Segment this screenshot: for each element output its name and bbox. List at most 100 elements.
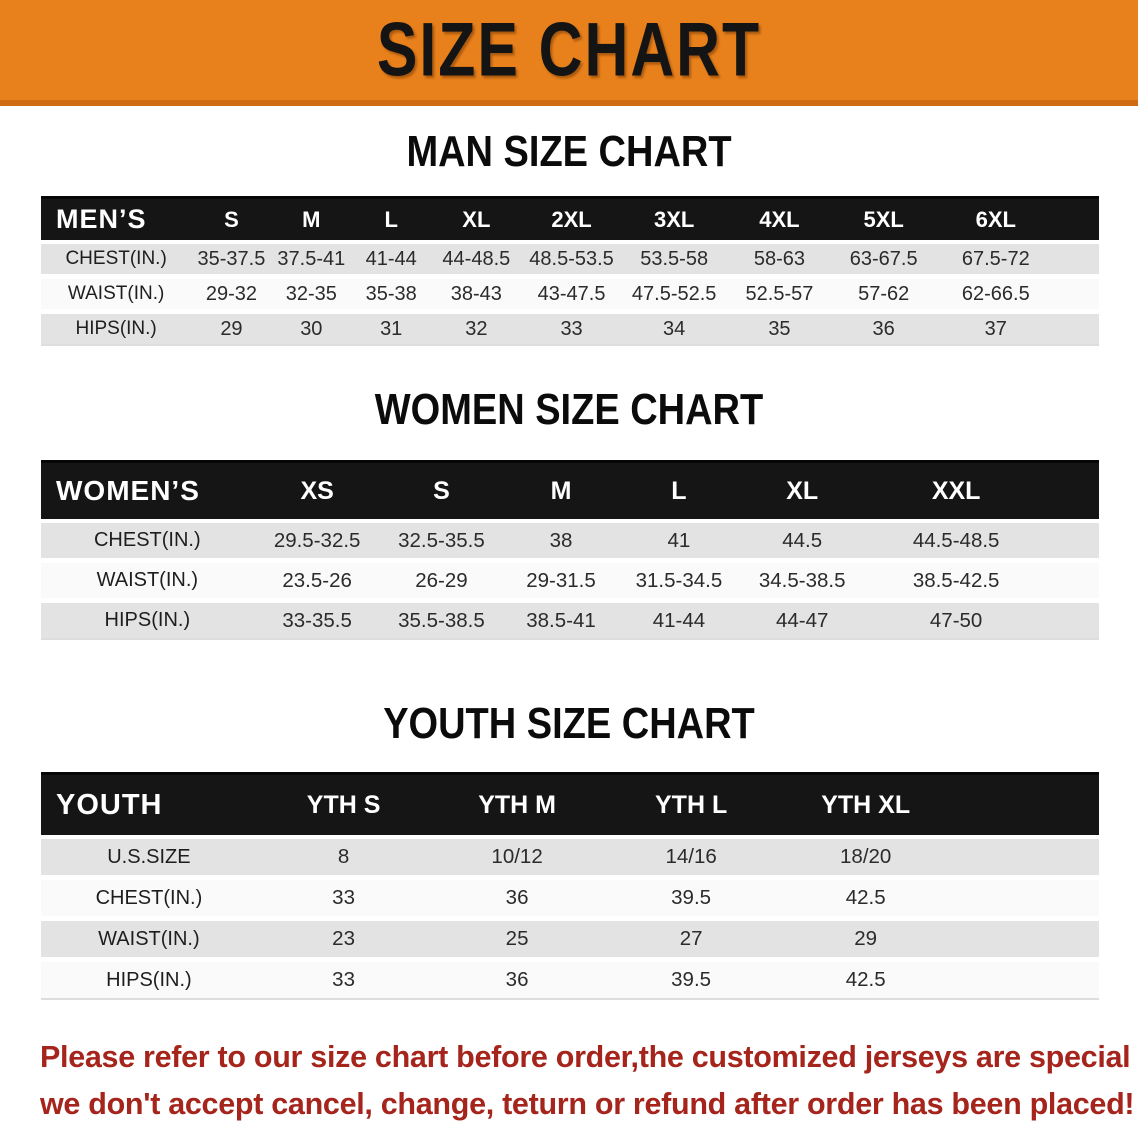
measurement-value: 48.5-53.5	[521, 244, 622, 279]
measurement-value: 39.5	[603, 962, 779, 1000]
measurement-value: 41-44	[619, 603, 739, 640]
measurement-value: 42.5	[778, 880, 953, 921]
measurement-value: 34.5-38.5	[738, 563, 867, 603]
size-header-cell: 2XL	[521, 196, 622, 244]
measurement-label: U.S.SIZE	[41, 839, 257, 880]
row-filler-cell	[1046, 563, 1099, 603]
measurement-value: 38.5-42.5	[866, 563, 1047, 603]
measurement-row: WAIST(IN.) 23.5-26 26-29 29-31.5 31.5-34.5 34…	[41, 563, 1099, 603]
measurement-value: 32.5-35.5	[380, 523, 503, 563]
measurement-row: HIPS(IN.) 33-35.5 35.5-38.5 38.5-41 41-44 44-…	[41, 603, 1099, 640]
size-header-cell: YTH XL	[778, 772, 953, 839]
size-header-cell: XL	[738, 460, 867, 523]
measurement-value: 27	[603, 921, 779, 962]
size-header-row: WOMEN’S XS S M L XL XXL	[41, 460, 1099, 523]
size-header-cell: YTH L	[603, 772, 779, 839]
measurement-value: 53.5-58	[621, 244, 727, 279]
measurement-label: HIPS(IN.)	[41, 603, 254, 640]
table-title-cell: WOMEN’S	[41, 460, 254, 523]
table-title-cell: YOUTH	[41, 772, 257, 839]
size-header-cell: 6XL	[934, 196, 1057, 244]
size-header-cell: 3XL	[621, 196, 727, 244]
measurement-row: WAIST(IN.) 23 25 27 29	[41, 921, 1099, 962]
size-header-row: YOUTH YTH S YTH M YTH L YTH XL	[41, 772, 1099, 839]
size-header-cell: S	[191, 196, 272, 244]
measurement-value: 39.5	[603, 880, 779, 921]
measurement-value: 58-63	[726, 244, 833, 279]
row-filler-cell	[952, 921, 1099, 962]
measurement-value: 42.5	[778, 962, 953, 1000]
measurement-value: 44.5-48.5	[866, 523, 1047, 563]
measurement-label: WAIST(IN.)	[41, 563, 254, 603]
disclaimer-line-1: Please refer to our size chart before or…	[40, 1040, 1138, 1074]
measurement-value: 67.5-72	[934, 244, 1057, 279]
measurement-value: 57-62	[832, 279, 935, 314]
measurement-value: 35-37.5	[191, 244, 272, 279]
measurement-value: 44-47	[738, 603, 867, 640]
size-header-cell: M	[502, 460, 620, 523]
measurement-value: 18/20	[778, 839, 953, 880]
measurement-value: 47-50	[866, 603, 1047, 640]
measurement-value: 52.5-57	[726, 279, 833, 314]
disclaimer-note: Please refer to our size chart before or…	[40, 1034, 1138, 1128]
measurement-value: 41	[619, 523, 739, 563]
size-header-cell: XL	[431, 196, 522, 244]
measurement-value: 25	[430, 921, 604, 962]
measurement-value: 31.5-34.5	[619, 563, 739, 603]
size-header-row: MEN’S S M L XL 2XL 3XL 4XL 5XL 6XL	[41, 196, 1099, 244]
measurement-value: 35	[726, 314, 833, 346]
size-header-cell: YTH S	[256, 772, 431, 839]
mens-size-table: MEN’S S M L XL 2XL 3XL 4XL 5XL 6XL CHEST(IN.) 35-37…	[41, 196, 1099, 346]
measurement-value: 33	[256, 962, 431, 1000]
row-filler-cell	[1046, 603, 1099, 640]
measurement-value: 29-32	[191, 279, 272, 314]
measurement-row: CHEST(IN.) 35-37.5 37.5-41 41-44 44-48.5 48.5…	[41, 244, 1099, 279]
row-filler-cell	[952, 962, 1099, 1000]
measurement-row: HIPS(IN.) 29 30 31 32 33 34 35 36 37	[41, 314, 1099, 346]
measurement-label: HIPS(IN.)	[41, 314, 192, 346]
measurement-label: CHEST(IN.)	[41, 880, 257, 921]
youth-section-heading: YOUTH SIZE CHART	[383, 700, 755, 748]
measurement-value: 31	[350, 314, 432, 346]
measurement-value: 29	[778, 921, 953, 962]
header-filler-cell	[952, 772, 1099, 839]
disclaimer-line-2: we don't accept cancel, change, teturn o…	[40, 1087, 1135, 1121]
measurement-value: 33-35.5	[253, 603, 381, 640]
measurement-value: 38-43	[431, 279, 522, 314]
measurement-value: 63-67.5	[832, 244, 935, 279]
size-chart-banner: SIZE CHART	[0, 0, 1138, 106]
measurement-value: 23	[256, 921, 431, 962]
measurement-value: 34	[621, 314, 727, 346]
measurement-value: 32-35	[271, 279, 351, 314]
measurement-value: 36	[430, 962, 604, 1000]
size-header-cell: 4XL	[726, 196, 833, 244]
measurement-label: HIPS(IN.)	[41, 962, 257, 1000]
measurement-value: 36	[430, 880, 604, 921]
measurement-row: WAIST(IN.) 29-32 32-35 35-38 38-43 43-47.5 47.…	[41, 279, 1099, 314]
size-header-cell: XS	[253, 460, 381, 523]
measurement-value: 62-66.5	[934, 279, 1057, 314]
women-section-heading: WOMEN SIZE CHART	[374, 386, 764, 434]
measurement-value: 47.5-52.5	[621, 279, 727, 314]
measurement-value: 36	[832, 314, 935, 346]
row-filler-cell	[1056, 279, 1099, 314]
size-header-cell: YTH M	[430, 772, 604, 839]
measurement-row: CHEST(IN.) 29.5-32.5 32.5-35.5 38 41 44.5 44.5…	[41, 523, 1099, 563]
measurement-value: 23.5-26	[253, 563, 381, 603]
size-header-cell: XXL	[866, 460, 1047, 523]
header-filler-cell	[1046, 460, 1099, 523]
size-header-cell: 5XL	[832, 196, 935, 244]
men-section-heading: MAN SIZE CHART	[406, 128, 732, 176]
header-filler-cell	[1056, 196, 1099, 244]
row-filler-cell	[1056, 244, 1099, 279]
measurement-row: U.S.SIZE 8 10/12 14/16 18/20	[41, 839, 1099, 880]
measurement-value: 38.5-41	[502, 603, 620, 640]
measurement-label: CHEST(IN.)	[41, 523, 254, 563]
row-filler-cell	[1056, 314, 1099, 346]
size-header-cell: L	[350, 196, 432, 244]
measurement-value: 38	[502, 523, 620, 563]
measurement-value: 30	[271, 314, 351, 346]
banner-title: SIZE CHART	[376, 7, 762, 93]
measurement-value: 26-29	[380, 563, 503, 603]
measurement-value: 44.5	[738, 523, 867, 563]
